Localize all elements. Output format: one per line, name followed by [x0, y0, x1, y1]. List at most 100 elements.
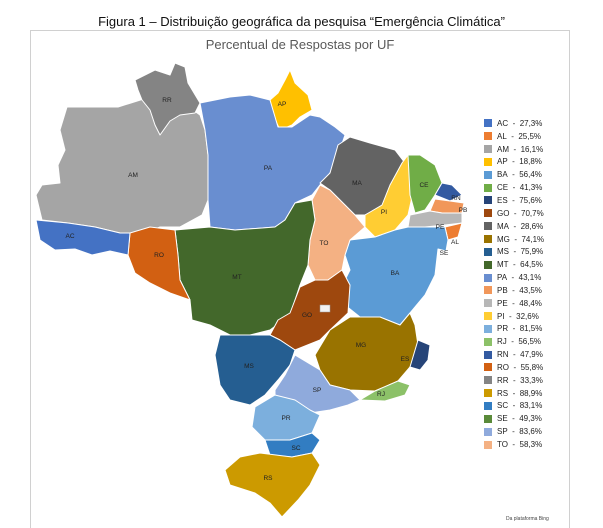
legend-separator: - — [507, 273, 519, 283]
legend-item-ap: AP - 18,8% — [484, 156, 544, 169]
legend-item-ma: MA - 28,6% — [484, 220, 544, 233]
state-region-ro[interactable] — [127, 226, 191, 301]
state-label-sp: SP — [313, 387, 322, 394]
legend-swatch — [484, 145, 492, 154]
state-label-al: AL — [451, 239, 459, 246]
legend-item-sc: SC - 83,1% — [484, 400, 544, 413]
legend-value: 55,8% — [520, 362, 544, 372]
legend-uf: RR — [497, 375, 509, 385]
legend-item-to: TO - 58,3% — [484, 438, 544, 451]
state-label-rj: RJ — [377, 391, 385, 398]
legend-uf: MT — [497, 260, 509, 270]
legend-value: 74,1% — [521, 234, 545, 244]
legend-uf: GO — [497, 208, 510, 218]
legend-value: 83,1% — [519, 401, 543, 411]
legend-swatch — [484, 183, 492, 192]
legend-swatch — [484, 222, 492, 231]
state-label-pi: PI — [381, 209, 387, 216]
legend-uf: MS — [497, 247, 509, 257]
legend-uf: CE — [497, 183, 509, 193]
state-region-rs[interactable] — [224, 452, 321, 518]
legend-uf: SP — [497, 427, 508, 437]
legend-item-rn: RN - 47,9% — [484, 348, 544, 361]
legend-value: 33,3% — [520, 375, 543, 385]
legend-separator: - — [508, 401, 520, 411]
legend-item-pa: PA - 43,1% — [484, 271, 544, 284]
state-region-sp[interactable] — [274, 354, 361, 416]
legend-value: 70,7% — [521, 208, 544, 218]
legend-item-sp: SP - 83,6% — [484, 425, 544, 438]
state-region-rr[interactable] — [134, 62, 201, 136]
legend-item-am: AM - 16,1% — [484, 143, 544, 156]
federal-district — [319, 304, 331, 313]
legend-swatch — [484, 414, 492, 423]
legend-item-ro: RO - 55,8% — [484, 361, 544, 374]
state-region-ac[interactable] — [35, 219, 131, 256]
legend: AC - 27,3% AL - 25,5% AM - 16,1% AP - 18,8%… — [484, 117, 544, 451]
state-label-pb: PB — [459, 207, 468, 214]
legend-swatch — [484, 324, 492, 333]
legend-uf: RJ — [497, 337, 507, 347]
state-region-mt[interactable] — [174, 199, 316, 336]
legend-swatch — [484, 376, 492, 385]
legend-swatch — [484, 157, 492, 166]
state-label-rn: RN — [451, 195, 461, 202]
state-label-mg: MG — [356, 342, 366, 349]
legend-uf: AM — [497, 144, 509, 154]
legend-item-pi: PI - 32,6% — [484, 310, 544, 323]
legend-value: 49,3% — [519, 414, 542, 424]
legend-value: 43,1% — [518, 273, 542, 283]
legend-separator: - — [508, 324, 520, 334]
state-label-sc: SC — [291, 445, 300, 452]
legend-separator: - — [507, 285, 520, 295]
state-region-rn[interactable] — [434, 182, 463, 202]
legend-swatch — [484, 389, 492, 398]
figure-title: Figura 1 – Distribuição geográfica da pe… — [98, 14, 505, 29]
legend-swatch — [484, 401, 492, 410]
legend-value: 81,5% — [519, 324, 543, 334]
legend-value: 75,9% — [520, 247, 544, 257]
legend-separator: - — [509, 221, 521, 231]
state-labels: RR AP AM PA MA CE RN PB PI PE AL SE AC R… — [65, 97, 467, 482]
state-label-ap: AP — [278, 101, 287, 108]
state-label-es: ES — [401, 356, 410, 363]
legend-swatch — [484, 132, 492, 141]
legend-item-pb: PB - 43,5% — [484, 284, 544, 297]
state-region-pr[interactable] — [251, 394, 321, 441]
state-label-go: GO — [302, 312, 312, 319]
legend-separator: - — [506, 131, 519, 141]
state-region-ms[interactable] — [214, 334, 296, 406]
legend-swatch — [484, 363, 492, 372]
legend-separator: - — [509, 144, 521, 154]
legend-item-go: GO - 70,7% — [484, 207, 544, 220]
legend-value: 27,3% — [519, 118, 543, 128]
legend-separator: - — [509, 362, 521, 372]
map-credit: Da plataforma Bing — [506, 516, 549, 522]
legend-uf: RO — [497, 362, 509, 372]
legend-swatch — [484, 427, 492, 436]
brazil-map: RR AP AM PA MA CE RN PB PI PE AL SE AC R… — [35, 62, 467, 518]
state-label-ma: MA — [352, 180, 362, 187]
legend-value: 43,5% — [519, 285, 542, 295]
state-region-rj[interactable] — [359, 380, 411, 402]
legend-separator: - — [507, 440, 520, 450]
legend-separator: - — [508, 118, 520, 128]
legend-value: 83,6% — [519, 427, 542, 437]
legend-uf: MA — [497, 221, 509, 231]
state-label-pr: PR — [281, 415, 290, 422]
legend-value: 56,4% — [519, 170, 542, 180]
legend-value: 41,3% — [519, 183, 543, 193]
legend-separator: - — [508, 350, 521, 360]
state-region-es[interactable] — [409, 339, 431, 371]
legend-uf: PR — [497, 324, 509, 334]
legend-separator: - — [507, 170, 520, 180]
state-label-to: TO — [320, 240, 329, 247]
state-label-rr: RR — [162, 97, 172, 104]
state-label-rs: RS — [263, 475, 273, 482]
state-region-am[interactable] — [35, 96, 209, 236]
legend-swatch — [484, 247, 492, 256]
legend-separator: - — [508, 388, 520, 398]
legend-swatch — [484, 312, 492, 321]
state-label-pa: PA — [264, 165, 273, 172]
legend-separator: - — [507, 414, 520, 424]
